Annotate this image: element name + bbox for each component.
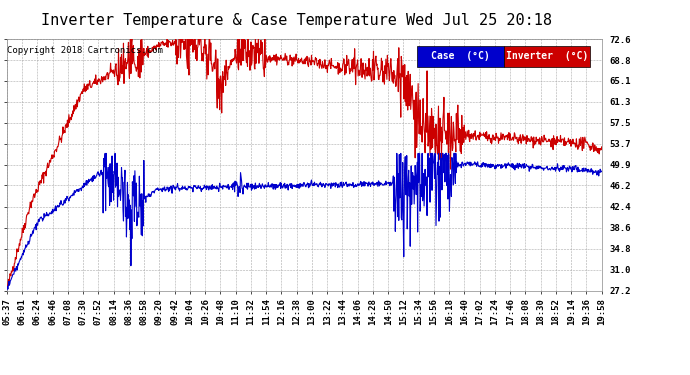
Text: Case  (°C): Case (°C)	[431, 51, 490, 62]
Text: Inverter  (°C): Inverter (°C)	[506, 51, 588, 62]
FancyBboxPatch shape	[504, 46, 590, 67]
Text: Copyright 2018 Cartronics.com: Copyright 2018 Cartronics.com	[8, 46, 164, 55]
Text: Inverter Temperature & Case Temperature Wed Jul 25 20:18: Inverter Temperature & Case Temperature …	[41, 13, 552, 28]
FancyBboxPatch shape	[417, 46, 504, 67]
